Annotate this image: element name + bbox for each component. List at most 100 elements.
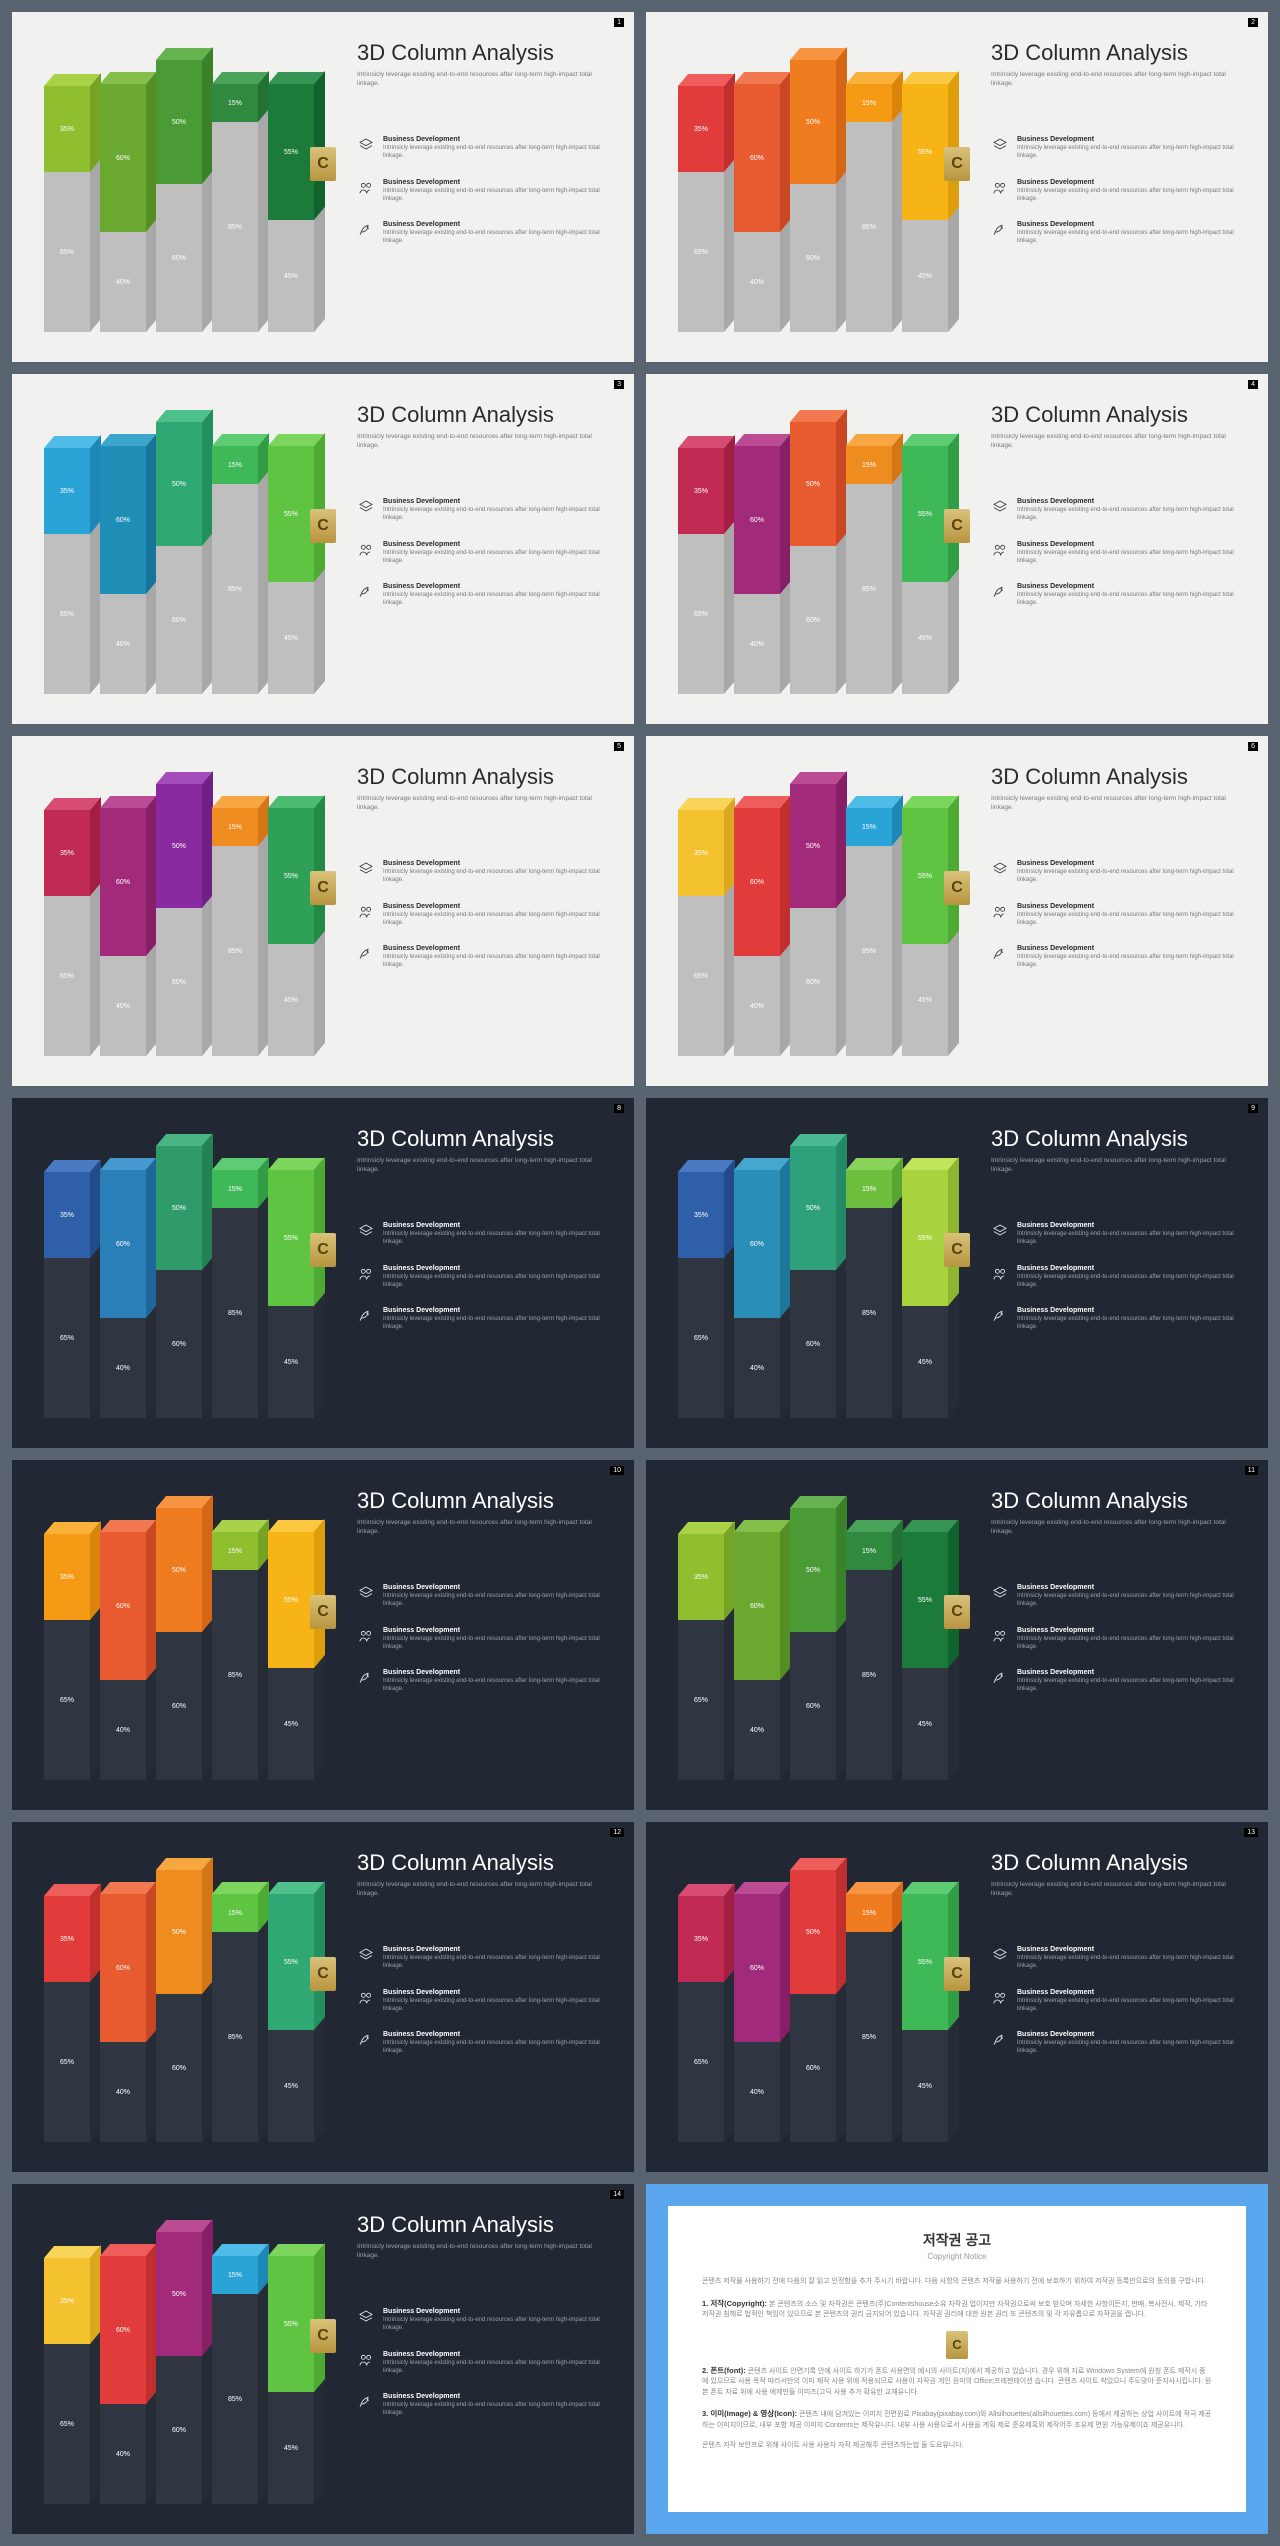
base-percent: 60% [156, 2065, 202, 2072]
slide: 3 35% 65% 60% 40% 50% 60% [12, 374, 634, 724]
feature-item: Business Development Intrinsicly leverag… [991, 136, 1241, 161]
slide-subtitle: Intrinsicly leverage existing end-to-end… [357, 1880, 607, 1898]
brand-logo: C [310, 147, 336, 181]
chart-column: 55% 45% [268, 1158, 314, 1418]
chart-column: 55% 45% [902, 796, 948, 1056]
item-desc: Intrinsicly leverage existing end-to-end… [1017, 1274, 1241, 1290]
brand-logo: C [944, 1595, 970, 1629]
top-percent: 15% [212, 824, 258, 831]
feature-item: Business Development Intrinsicly leverag… [357, 498, 607, 523]
column-chart: 35% 65% 60% 40% 50% 60% 15% 85% [44, 1138, 334, 1418]
chart-column: 35% 65% [44, 1160, 90, 1418]
feature-item: Business Development Intrinsicly leverag… [991, 1669, 1241, 1694]
feature-item: Business Development Intrinsicly leverag… [991, 1307, 1241, 1332]
layers-icon [357, 860, 375, 878]
chart-column: 35% 65% [44, 2246, 90, 2504]
feature-item: Business Development Intrinsicly leverag… [357, 1669, 607, 1694]
item-desc: Intrinsicly leverage existing end-to-end… [383, 1274, 607, 1290]
chart-column: 60% 40% [734, 1882, 780, 2142]
copyright-intro: 콘텐츠 저작물 사용하기 전에 다음의 잘 읽고 인정함을 추가 주시기 바랍니… [702, 2277, 1212, 2288]
slide-title: 3D Column Analysis [357, 40, 607, 66]
page-number: 1 [614, 18, 624, 27]
base-percent: 45% [268, 1721, 314, 1728]
item-desc: Intrinsicly leverage existing end-to-end… [1017, 1593, 1241, 1609]
top-percent: 55% [902, 511, 948, 518]
feature-item: Business Development Intrinsicly leverag… [991, 583, 1241, 608]
slide-title: 3D Column Analysis [357, 764, 607, 790]
item-title: Business Development [383, 1584, 607, 1591]
item-desc: Intrinsicly leverage existing end-to-end… [1017, 1231, 1241, 1247]
base-percent: 40% [734, 1365, 780, 1372]
top-percent: 50% [156, 481, 202, 488]
base-percent: 65% [44, 973, 90, 980]
chart-column: 60% 40% [734, 796, 780, 1056]
page-number: 9 [1248, 1104, 1258, 1113]
base-percent: 65% [678, 973, 724, 980]
top-percent: 35% [44, 850, 90, 857]
item-title: Business Development [383, 1989, 607, 1996]
slide-title: 3D Column Analysis [991, 764, 1241, 790]
slide-title: 3D Column Analysis [991, 402, 1241, 428]
feature-item: Business Development Intrinsicly leverag… [357, 1946, 607, 1971]
top-percent: 35% [678, 126, 724, 133]
top-percent: 35% [678, 488, 724, 495]
chart-column: 15% 85% [212, 1520, 258, 1780]
slide-title: 3D Column Analysis [357, 1488, 607, 1514]
column-chart: 35% 65% 60% 40% 50% 60% 15% 85% [44, 1862, 334, 2142]
base-percent: 65% [678, 249, 724, 256]
item-desc: Intrinsicly leverage existing end-to-end… [383, 912, 607, 928]
base-percent: 60% [156, 1703, 202, 1710]
top-percent: 55% [902, 1959, 948, 1966]
chart-column: 15% 85% [846, 796, 892, 1056]
base-percent: 60% [790, 1703, 836, 1710]
base-percent: 85% [212, 2034, 258, 2041]
item-title: Business Development [383, 2308, 607, 2315]
base-percent: 45% [268, 273, 314, 280]
item-desc: Intrinsicly leverage existing end-to-end… [383, 954, 607, 970]
people-icon [991, 1627, 1009, 1645]
feature-item: Business Development Intrinsicly leverag… [991, 221, 1241, 246]
base-percent: 45% [268, 635, 314, 642]
brand-logo: C [944, 147, 970, 181]
layers-icon [991, 1222, 1009, 1240]
item-desc: Intrinsicly leverage existing end-to-end… [383, 550, 607, 566]
base-percent: 65% [678, 611, 724, 618]
base-percent: 40% [100, 1365, 146, 1372]
copyright-footer: 콘텐츠 자작 보안프로 위해 사이트 사용 사용자 자작 제공해주 콘텐츠하는법… [702, 2441, 1212, 2452]
feature-item: Business Development Intrinsicly leverag… [357, 1989, 607, 2014]
chart-column: 60% 40% [100, 796, 146, 1056]
item-title: Business Development [1017, 1627, 1241, 1634]
page-number: 6 [1248, 742, 1258, 751]
item-title: Business Development [383, 179, 607, 186]
top-percent: 60% [734, 879, 780, 886]
item-title: Business Development [1017, 179, 1241, 186]
item-title: Business Development [1017, 945, 1241, 952]
feature-item: Business Development Intrinsicly leverag… [357, 2351, 607, 2376]
feature-item: Business Development Intrinsicly leverag… [357, 583, 607, 608]
chart-column: 50% 60% [156, 1858, 202, 2142]
base-percent: 60% [790, 617, 836, 624]
chart-column: 55% 45% [268, 1882, 314, 2142]
page-number: 3 [614, 380, 624, 389]
rocket-icon [357, 1669, 375, 1687]
brand-logo: C [310, 2319, 336, 2353]
slide: 6 35% 65% 60% 40% 50% 60% [646, 736, 1268, 1086]
slide-title: 3D Column Analysis [991, 1126, 1241, 1152]
item-title: Business Development [1017, 1222, 1241, 1229]
chart-column: 60% 40% [734, 434, 780, 694]
top-percent: 60% [100, 1965, 146, 1972]
people-icon [357, 2351, 375, 2369]
slide-title: 3D Column Analysis [357, 402, 607, 428]
top-percent: 55% [268, 511, 314, 518]
base-percent: 60% [790, 1341, 836, 1348]
base-percent: 85% [212, 1310, 258, 1317]
slide-title: 3D Column Analysis [991, 40, 1241, 66]
item-desc: Intrinsicly leverage existing end-to-end… [383, 869, 607, 885]
chart-column: 60% 40% [100, 1882, 146, 2142]
people-icon [991, 1265, 1009, 1283]
top-percent: 15% [212, 1910, 258, 1917]
chart-column: 60% 40% [100, 434, 146, 694]
chart-column: 60% 40% [100, 1158, 146, 1418]
copyright-p2: 2. 폰트(font): 콘텐츠 사이트 안면기록 안에 사이트 하기가 폰트 … [702, 2365, 1212, 2399]
item-title: Business Development [1017, 860, 1241, 867]
